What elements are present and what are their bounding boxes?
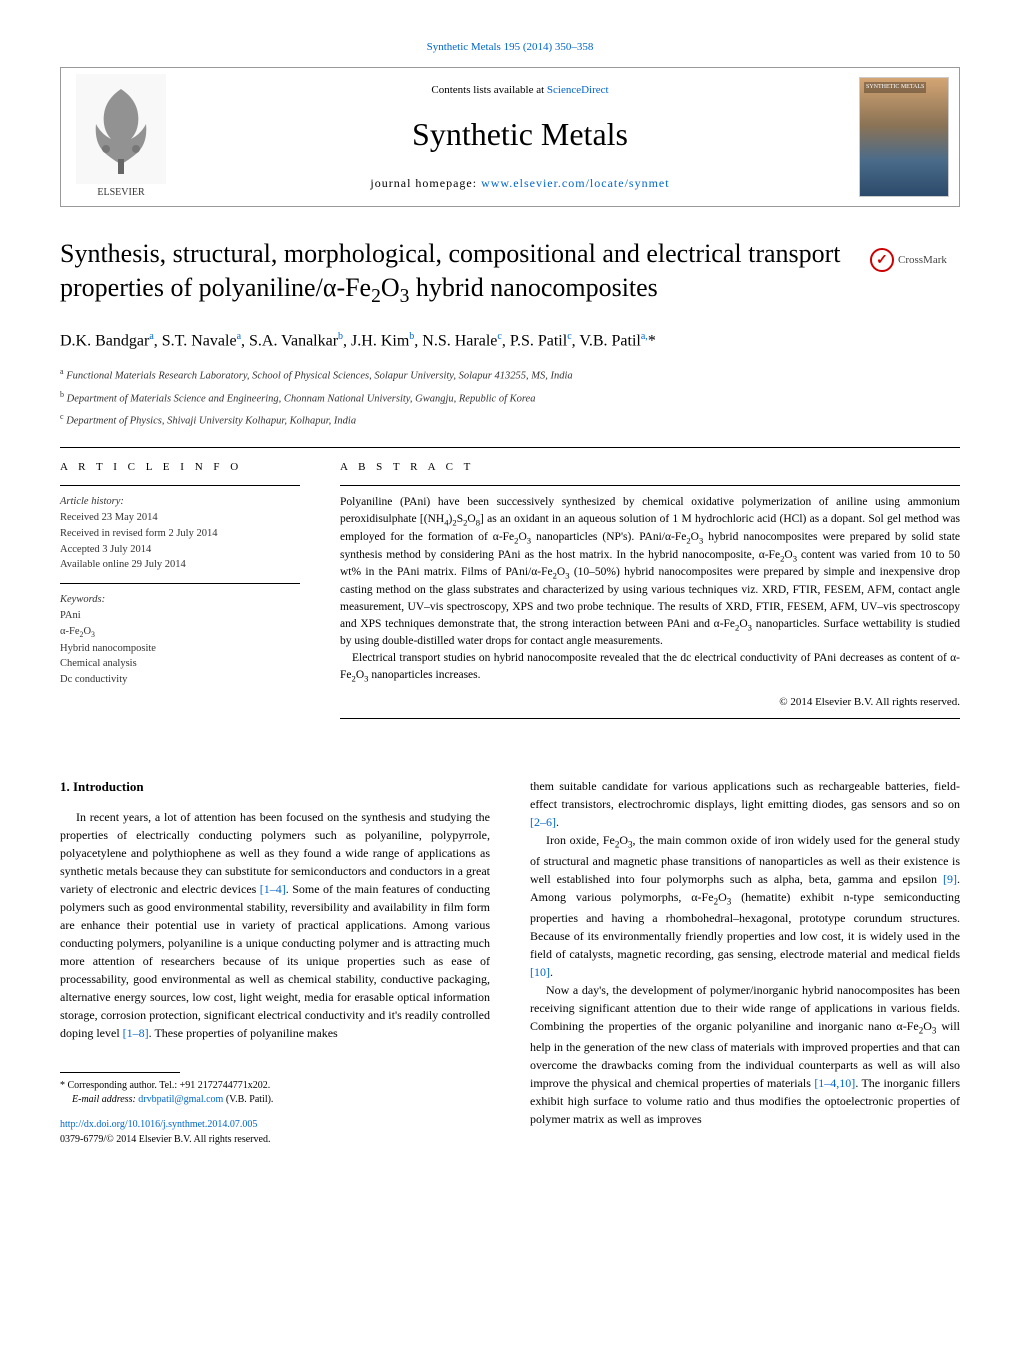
keywords-label: Keywords: xyxy=(60,592,300,608)
info-abstract-row: A R T I C L E I N F O Article history: R… xyxy=(60,460,960,727)
header-center: Contents lists available at ScienceDirec… xyxy=(181,83,859,192)
affiliation: a Functional Materials Research Laborato… xyxy=(60,366,960,384)
right-column: them suitable candidate for various appl… xyxy=(530,777,960,1148)
abstract-text: Polyaniline (PAni) have been successivel… xyxy=(340,494,960,684)
abstract-para: Polyaniline (PAni) have been successivel… xyxy=(340,494,960,650)
keyword: Hybrid nanocomposite xyxy=(60,641,300,657)
body-para: them suitable candidate for various appl… xyxy=(530,777,960,831)
citation-link[interactable]: Synthetic Metals 195 (2014) 350–358 xyxy=(427,41,594,53)
history-label: Article history: xyxy=(60,494,300,510)
article-title: Synthesis, structural, morphological, co… xyxy=(60,237,850,309)
elsevier-logo: ELSEVIER xyxy=(61,67,181,207)
abstract-end-sep xyxy=(340,718,960,719)
article-info-heading: A R T I C L E I N F O xyxy=(60,460,300,475)
history-item: Available online 29 July 2014 xyxy=(60,557,300,573)
body-para: Iron oxide, Fe2O3, the main common oxide… xyxy=(530,831,960,981)
crossmark-label: CrossMark xyxy=(898,253,947,268)
body-para: In recent years, a lot of attention has … xyxy=(60,808,490,1042)
abstract-para: Electrical transport studies on hybrid n… xyxy=(340,650,960,684)
history-item: Received 23 May 2014 xyxy=(60,510,300,526)
doi-link[interactable]: http://dx.doi.org/10.1016/j.synthmet.201… xyxy=(60,1119,257,1130)
info-sep xyxy=(60,485,300,486)
body-para: Now a day's, the development of polymer/… xyxy=(530,981,960,1128)
journal-cover-thumb: SYNTHETIC METALS xyxy=(859,77,949,197)
email-label: E-mail address: xyxy=(72,1094,138,1105)
contents-prefix: Contents lists available at xyxy=(431,84,546,96)
journal-homepage: journal homepage: www.elsevier.com/locat… xyxy=(181,175,859,192)
keywords-block: Keywords: PAni α-Fe2O3 Hybrid nanocompos… xyxy=(60,592,300,688)
left-column: 1. Introduction In recent years, a lot o… xyxy=(60,777,490,1148)
journal-title: Synthetic Metals xyxy=(181,112,859,157)
info-sep xyxy=(60,583,300,584)
abstract-sep xyxy=(340,485,960,486)
homepage-link[interactable]: www.elsevier.com/locate/synmet xyxy=(481,176,670,190)
journal-header: ELSEVIER Contents lists available at Sci… xyxy=(60,67,960,207)
page: Synthetic Metals 195 (2014) 350–358 ELSE… xyxy=(0,0,1020,1187)
elsevier-tree-icon xyxy=(76,74,166,184)
affiliation: c Department of Physics, Shivaji Univers… xyxy=(60,411,960,429)
issn-copyright: 0379-6779/© 2014 Elsevier B.V. All right… xyxy=(60,1134,270,1145)
doi-block: http://dx.doi.org/10.1016/j.synthmet.201… xyxy=(60,1117,490,1147)
footnote-sep xyxy=(60,1072,180,1073)
section-heading: 1. Introduction xyxy=(60,777,490,797)
contents-line: Contents lists available at ScienceDirec… xyxy=(181,83,859,98)
homepage-prefix: journal homepage: xyxy=(370,176,481,190)
article-history: Article history: Received 23 May 2014 Re… xyxy=(60,494,300,573)
corresponding-footnote: * Corresponding author. Tel.: +91 217274… xyxy=(60,1079,490,1107)
elsevier-label: ELSEVIER xyxy=(76,186,166,200)
body-columns: 1. Introduction In recent years, a lot o… xyxy=(60,777,960,1148)
affiliation: b Department of Materials Science and En… xyxy=(60,389,960,407)
affiliations-block: a Functional Materials Research Laborato… xyxy=(60,366,960,429)
email-line: E-mail address: drvbpatil@gmal.com (V.B.… xyxy=(60,1093,490,1107)
crossmark-icon: ✓ xyxy=(870,248,894,272)
keyword: Chemical analysis xyxy=(60,656,300,672)
crossmark-badge[interactable]: ✓ CrossMark xyxy=(870,245,960,275)
keyword: PAni xyxy=(60,608,300,624)
keyword: Dc conductivity xyxy=(60,672,300,688)
abstract-heading: A B S T R A C T xyxy=(340,460,960,475)
sciencedirect-link[interactable]: ScienceDirect xyxy=(547,84,609,96)
corr-author-line: * Corresponding author. Tel.: +91 217274… xyxy=(60,1079,490,1093)
cover-label: SYNTHETIC METALS xyxy=(864,82,926,92)
history-item: Received in revised form 2 July 2014 xyxy=(60,526,300,542)
article-info: A R T I C L E I N F O Article history: R… xyxy=(60,460,300,727)
authors: D.K. Bandgara, S.T. Navalea, S.A. Vanalk… xyxy=(60,330,960,353)
title-row: Synthesis, structural, morphological, co… xyxy=(60,237,960,309)
email-suffix: (V.B. Patil). xyxy=(223,1094,273,1105)
citation-line: Synthetic Metals 195 (2014) 350–358 xyxy=(60,40,960,55)
abstract: A B S T R A C T Polyaniline (PAni) have … xyxy=(340,460,960,727)
email-link[interactable]: drvbpatil@gmal.com xyxy=(138,1094,223,1105)
keyword: α-Fe2O3 xyxy=(60,624,300,641)
divider xyxy=(60,447,960,448)
copyright: © 2014 Elsevier B.V. All rights reserved… xyxy=(340,695,960,710)
history-item: Accepted 3 July 2014 xyxy=(60,542,300,558)
